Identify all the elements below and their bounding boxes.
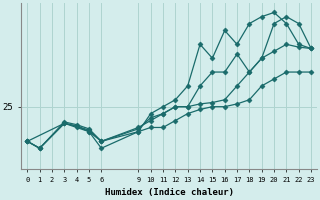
X-axis label: Humidex (Indice chaleur): Humidex (Indice chaleur) <box>105 188 234 197</box>
